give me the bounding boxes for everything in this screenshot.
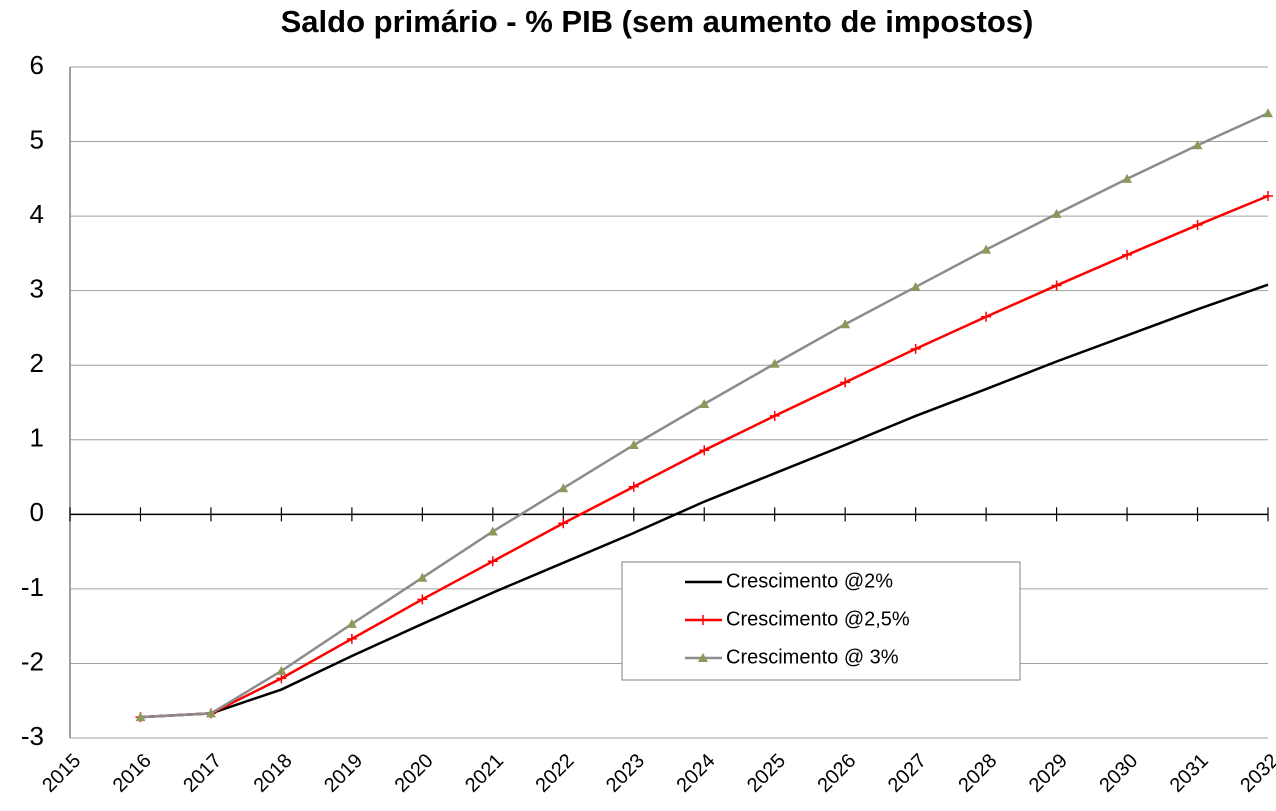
x-tick-label: 2016 — [109, 750, 156, 797]
marker — [1263, 108, 1273, 118]
marker — [1192, 140, 1203, 150]
marker — [346, 618, 357, 628]
marker — [417, 572, 428, 582]
marker — [1122, 249, 1133, 260]
marker — [1051, 280, 1062, 291]
marker — [910, 343, 921, 354]
x-tick-label: 2023 — [602, 750, 649, 797]
legend-label: Crescimento @ 3% — [726, 646, 899, 668]
marker — [558, 483, 569, 493]
x-tick-label: 2015 — [38, 750, 85, 797]
x-tick-label: 2021 — [461, 750, 508, 797]
marker — [417, 594, 428, 605]
marker — [769, 410, 780, 421]
chart-title: Saldo primário - % PIB (sem aumento de i… — [281, 4, 1034, 39]
marker — [135, 712, 146, 722]
marker — [840, 377, 851, 388]
legend-label: Crescimento @2% — [726, 570, 893, 592]
marker — [1263, 190, 1273, 201]
x-tick-label: 2027 — [884, 750, 931, 797]
y-tick-label: 1 — [30, 423, 44, 453]
marker — [769, 358, 780, 368]
marker — [981, 244, 992, 254]
marker — [558, 518, 569, 529]
marker — [205, 708, 216, 718]
y-tick-label: 0 — [30, 497, 44, 527]
x-tick-label: 2026 — [813, 750, 860, 797]
marker — [1122, 173, 1133, 183]
y-tick-label: -1 — [21, 572, 44, 602]
y-tick-label: 3 — [30, 274, 44, 304]
x-tick-label: 2031 — [1166, 750, 1213, 797]
y-tick-label: -2 — [21, 646, 44, 676]
marker — [699, 445, 710, 456]
marker — [276, 673, 287, 684]
x-tick-label: 2030 — [1095, 750, 1142, 797]
marker — [1192, 220, 1203, 231]
y-tick-label: 6 — [30, 50, 44, 80]
marker — [487, 556, 498, 567]
x-tick-label: 2028 — [954, 750, 1001, 797]
legend-marker — [698, 615, 708, 625]
x-tick-label: 2017 — [179, 750, 226, 797]
x-tick-label: 2025 — [743, 750, 790, 797]
x-tick-label: 2022 — [532, 750, 579, 797]
x-tick-label: 2020 — [391, 750, 438, 797]
marker — [699, 398, 710, 408]
x-tick-label: 2029 — [1025, 750, 1072, 797]
legend: Crescimento @2% Crescimento @2,5% Crescime… — [621, 561, 1021, 681]
x-tick-label: 2024 — [672, 750, 719, 797]
legend-label: Crescimento @2,5% — [726, 608, 910, 630]
marker — [981, 311, 992, 322]
x-tick-label: 2032 — [1236, 750, 1276, 797]
marker — [628, 481, 639, 492]
y-tick-label: 5 — [30, 124, 44, 154]
y-tick-label: -3 — [21, 721, 44, 751]
y-tick-label: 4 — [30, 199, 44, 229]
marker — [276, 665, 287, 675]
x-tick-label: 2018 — [250, 750, 297, 797]
marker — [1051, 208, 1062, 218]
marker — [840, 319, 851, 329]
marker — [487, 526, 498, 536]
series-line — [140, 283, 1269, 719]
legend-marker — [698, 653, 708, 662]
y-tick-label: 2 — [30, 348, 44, 378]
marker — [628, 439, 639, 449]
marker — [346, 633, 357, 644]
marker — [910, 281, 921, 291]
x-tick-label: 2019 — [320, 750, 367, 797]
